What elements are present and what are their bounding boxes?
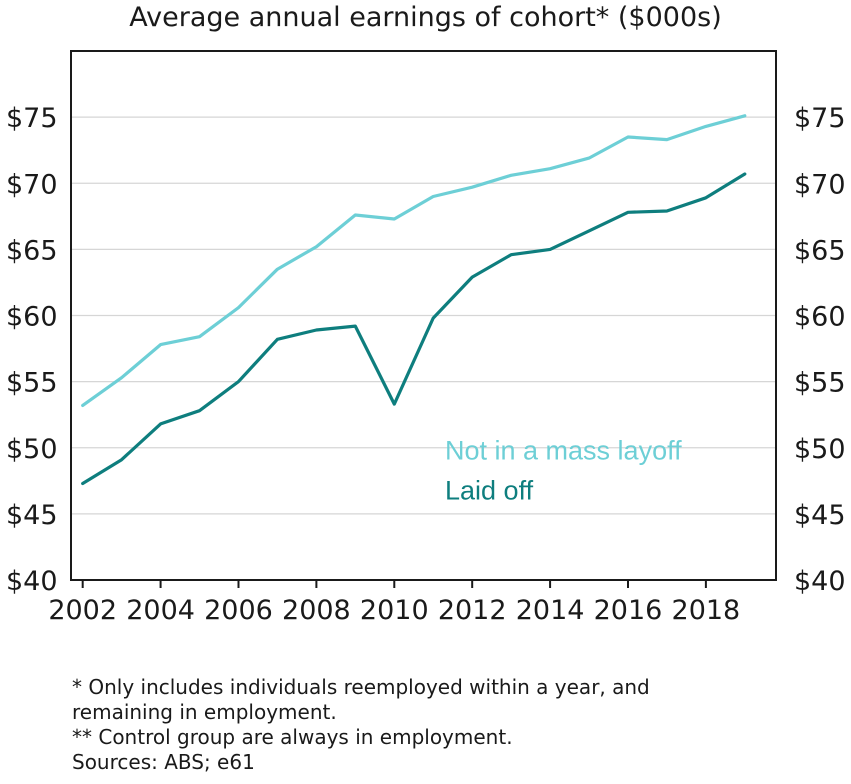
plot-frame [70, 50, 777, 581]
x-tick-label: 2018 [672, 595, 741, 626]
y-tick-label-left: $60 [6, 302, 58, 333]
y-tick-label-right: $65 [794, 235, 846, 266]
y-tick-label-left: $40 [6, 566, 58, 597]
x-tick-label: 2006 [204, 595, 273, 626]
tick-marks [81, 580, 707, 588]
footnotes: * Only includes individuals reemployed w… [72, 675, 650, 775]
x-tick-label: 2014 [516, 595, 585, 626]
footnote-line: * Only includes individuals reemployed w… [72, 675, 650, 699]
y-tick-label-left: $75 [6, 103, 58, 134]
y-tick-label-right: $70 [794, 169, 846, 200]
x-tick-label: 2016 [594, 595, 663, 626]
series-labels: Not in a mass layoff Laid off [445, 436, 682, 506]
y-tick-label-left: $65 [6, 235, 58, 266]
y-tick-label-left: $70 [6, 169, 58, 200]
series-line-laid-off [81, 172, 747, 486]
y-tick-label-left: $55 [6, 368, 58, 399]
sources-line: Sources: ABS; e61 [72, 750, 255, 774]
footnote-line: remaining in employment. [72, 700, 337, 724]
chart-title: Average annual earnings of cohort* ($000… [129, 2, 722, 33]
series-lines [81, 114, 747, 486]
y-tick-label-left: $45 [6, 500, 58, 531]
y-tick-label-right: $45 [794, 500, 846, 531]
series-line-not-in-mass-layoff [81, 114, 747, 407]
footnote-line: ** Control group are always in employmen… [72, 725, 513, 749]
x-tick-label: 2010 [360, 595, 429, 626]
axis-labels: $40 $40 $45 $45 $50 $50 $55 $55 $60 $60 $65 $65 $70 $… [6, 103, 846, 626]
y-tick-label-right: $40 [794, 566, 846, 597]
y-tick-label-left: $50 [6, 434, 58, 465]
y-tick-label-right: $75 [794, 103, 846, 134]
y-tick-label-right: $50 [794, 434, 846, 465]
gridlines [71, 116, 776, 515]
series-label-laid-off: Laid off [445, 475, 534, 505]
x-tick-label: 2012 [438, 595, 507, 626]
y-tick-label-right: $60 [794, 302, 846, 333]
y-tick-label-right: $55 [794, 368, 846, 399]
x-tick-label: 2004 [126, 595, 195, 626]
line-chart: $40 $40 $45 $45 $50 $50 $55 $55 $60 $60 $65 $65 $70 $… [6, 50, 846, 626]
series-label-not-in-mass-layoff: Not in a mass layoff [445, 436, 682, 466]
x-tick-label: 2002 [48, 595, 117, 626]
x-tick-label: 2008 [282, 595, 351, 626]
